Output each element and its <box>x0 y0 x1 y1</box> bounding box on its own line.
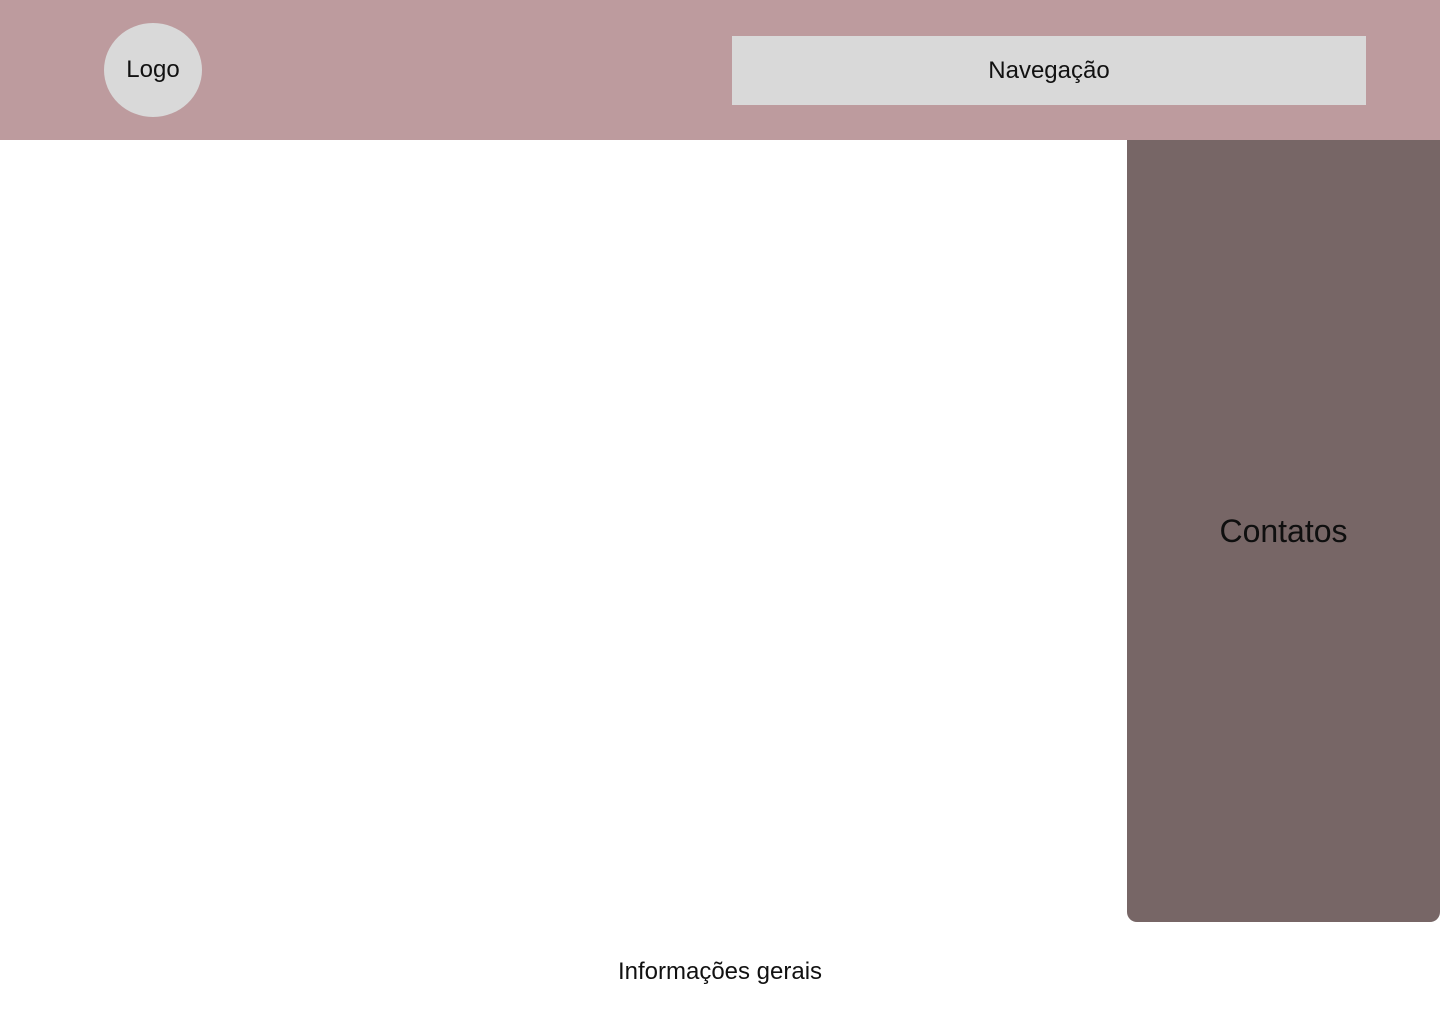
contacts-panel[interactable]: Contatos <box>1127 140 1440 922</box>
navigation-bar[interactable]: Navegação <box>732 36 1366 105</box>
logo[interactable]: Logo <box>104 23 202 117</box>
site-header: Logo Navegação <box>0 0 1440 140</box>
general-information: Informações gerais <box>617 958 823 985</box>
